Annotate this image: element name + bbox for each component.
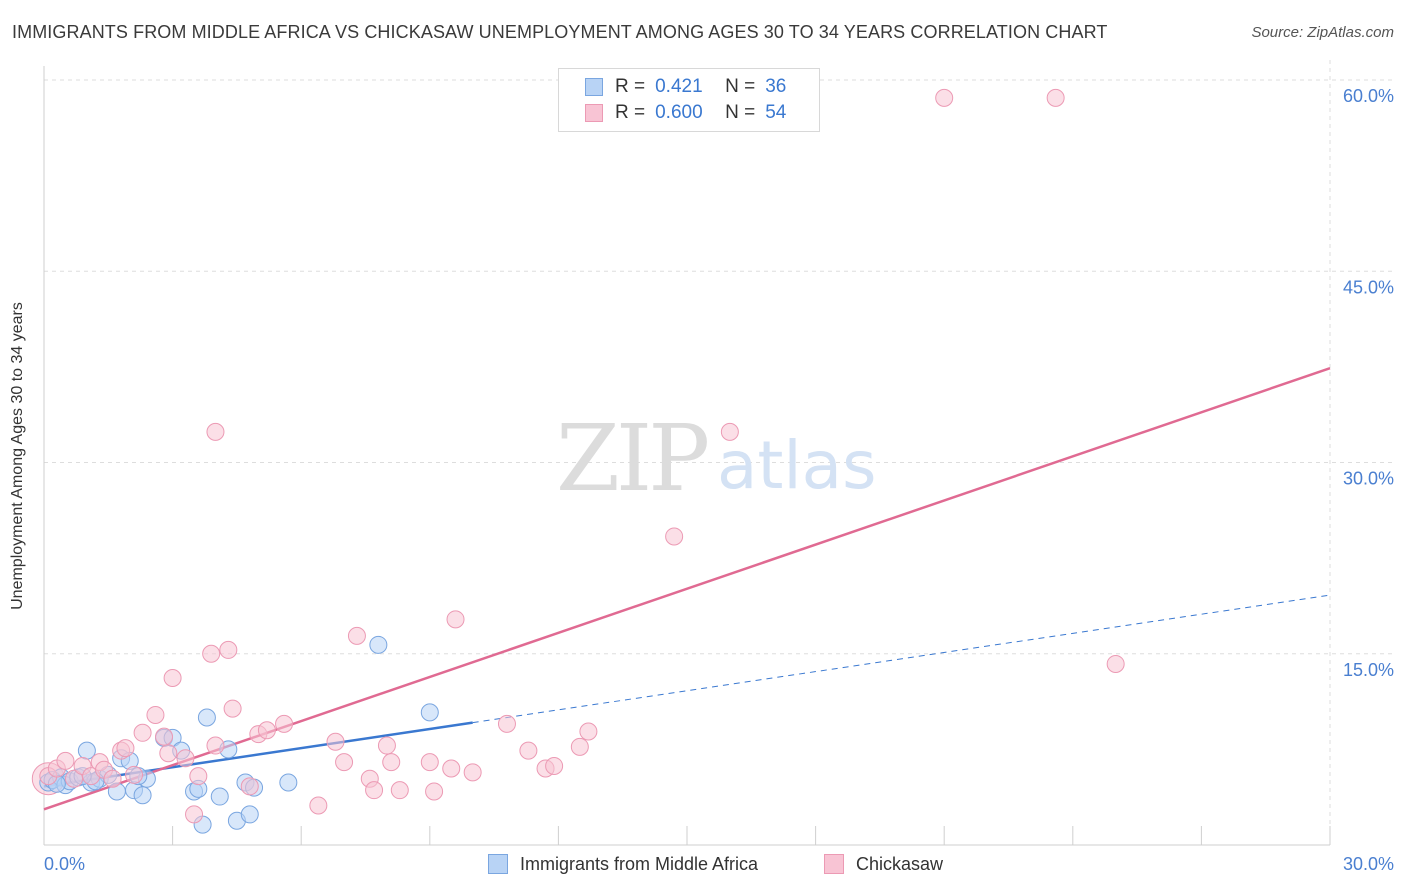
watermark: ZIP atlas [556, 405, 877, 512]
point-chickasaw [497, 714, 516, 733]
point-chickasaw [365, 781, 384, 800]
point-chickasaw [390, 781, 409, 800]
point-chickasaw [570, 737, 589, 756]
point-chickasaw [519, 741, 538, 760]
legend-n-label: N = [725, 76, 756, 97]
axes [43, 66, 1331, 846]
point-immigrants-middle-africa [240, 805, 259, 824]
point-immigrants-middle-africa [210, 787, 229, 806]
legend-n-value-pink: 54 [765, 102, 787, 123]
point-chickasaw [275, 714, 294, 733]
point-chickasaw [257, 721, 276, 740]
point-chickasaw [155, 727, 174, 746]
legend-r-value-pink: 0.600 [655, 102, 703, 123]
point-chickasaw [133, 723, 152, 742]
point-chickasaw [442, 759, 461, 778]
point-immigrants-middle-africa [420, 703, 439, 722]
point-chickasaw [1046, 88, 1065, 107]
point-chickasaw [720, 422, 739, 441]
point-chickasaw [146, 705, 165, 724]
point-chickasaw [163, 668, 182, 687]
point-chickasaw [935, 88, 954, 107]
legend-r-label: R = [615, 102, 646, 123]
point-chickasaw [240, 777, 259, 796]
bottom-legend-pink: Chickasaw [824, 852, 943, 876]
point-chickasaw [206, 422, 225, 441]
point-chickasaw [1106, 654, 1125, 673]
point-chickasaw [56, 751, 75, 770]
point-chickasaw [463, 763, 482, 782]
point-chickasaw [103, 769, 122, 788]
legend-n-label: N = [725, 102, 756, 123]
x-tick-label-min: 0.0% [44, 854, 85, 874]
bottom-legend-blue: Immigrants from Middle Africa [488, 852, 758, 876]
point-immigrants-middle-africa [369, 635, 388, 654]
tick-labels: 15.0% 30.0% 45.0% 60.0% 0.0% 30.0% [44, 86, 1394, 874]
x-tick-label-max: 30.0% [1343, 854, 1394, 874]
point-chickasaw [125, 765, 144, 784]
point-chickasaw [579, 722, 598, 741]
point-chickasaw [176, 749, 195, 768]
y-axis-label: Unemployment Among Ages 30 to 34 years [9, 302, 26, 610]
legend-row-pink: R = 0.600 N = 54 [585, 101, 786, 125]
legend-n-value-blue: 36 [765, 76, 787, 97]
point-chickasaw [202, 644, 221, 663]
point-chickasaw [309, 796, 328, 815]
point-immigrants-middle-africa [279, 773, 298, 792]
point-chickasaw [545, 756, 564, 775]
point-chickasaw [326, 732, 345, 751]
y-tick-label: 15.0% [1343, 660, 1394, 680]
correlation-legend: R = 0.421 N = 36 R = 0.600 N = 54 [558, 68, 820, 132]
legend-r-label: R = [615, 76, 646, 97]
point-chickasaw [382, 753, 401, 772]
point-chickasaw [65, 769, 84, 788]
pink-swatch [585, 104, 603, 122]
point-chickasaw [223, 699, 242, 718]
chart-title: IMMIGRANTS FROM MIDDLE AFRICA VS CHICKAS… [12, 22, 1108, 42]
point-chickasaw [665, 527, 684, 546]
trend-line-blue-dashed [472, 594, 1331, 724]
source-credit: Source: ZipAtlas.com [1251, 24, 1394, 41]
point-chickasaw [189, 767, 208, 786]
bottom-legend-blue-swatch [488, 854, 508, 874]
point-chickasaw [159, 744, 178, 763]
point-chickasaw [425, 782, 444, 801]
point-immigrants-middle-africa [133, 786, 152, 805]
bottom-legend-pink-swatch [824, 854, 844, 874]
point-chickasaw [335, 753, 354, 772]
point-chickasaw [347, 626, 366, 645]
y-tick-label: 45.0% [1343, 277, 1394, 297]
point-chickasaw [116, 739, 135, 758]
point-chickasaw [206, 736, 225, 755]
point-chickasaw [219, 640, 238, 659]
point-chickasaw [377, 736, 396, 755]
point-chickasaw [185, 805, 204, 824]
legend-row-blue: R = 0.421 N = 36 [585, 75, 786, 99]
watermark-atlas: atlas [717, 427, 877, 504]
data-points [31, 88, 1125, 834]
y-tick-label: 60.0% [1343, 86, 1394, 106]
point-immigrants-middle-africa [197, 708, 216, 727]
legend-r-value-blue: 0.421 [655, 76, 703, 97]
point-chickasaw [446, 610, 465, 629]
bottom-legend-blue-label: Immigrants from Middle Africa [520, 853, 759, 874]
bottom-legend-pink-label: Chickasaw [856, 853, 944, 874]
point-chickasaw [420, 753, 439, 772]
watermark-zip: ZIP [556, 405, 707, 512]
y-tick-label: 30.0% [1343, 469, 1394, 489]
blue-swatch [585, 78, 603, 96]
